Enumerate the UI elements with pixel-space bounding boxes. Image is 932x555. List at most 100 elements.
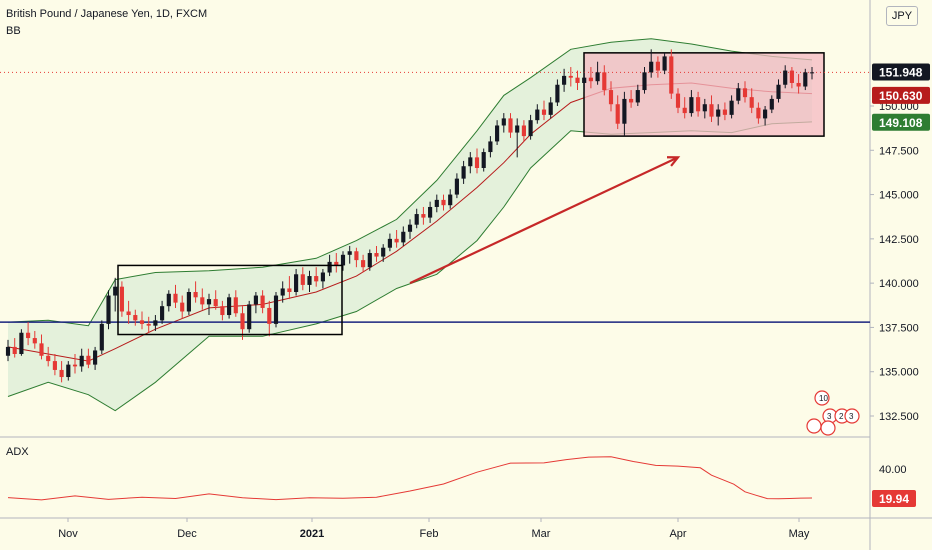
candle-body [86,355,91,365]
time-tick-label: Mar [532,528,551,540]
price-tick-label: 150.000 [879,101,919,113]
candle-body [789,70,794,83]
candle-body [307,276,312,285]
price-label-box [872,113,930,131]
candle-body [5,346,11,356]
candle-body [582,77,587,83]
candle-body [160,306,165,321]
candle-body [468,157,473,167]
candle-body [649,61,654,73]
candle-body [26,332,31,339]
candle-body [133,315,138,321]
candle-body [407,224,413,232]
candle-body [454,178,459,195]
candle-body [441,199,446,206]
candle-body [689,97,694,114]
candle-body [783,70,788,85]
candle-body [320,272,325,282]
candle-body [287,288,292,292]
candle-body [622,98,627,124]
candle-body [608,90,614,105]
candle-body [374,253,379,257]
candle-body [273,295,279,324]
candle-body [66,364,71,378]
candle-body [294,274,299,292]
candle-body [39,343,44,356]
candle-body [300,274,305,285]
candle-body [146,323,151,326]
candle-body [575,77,580,83]
candle-body [696,97,701,112]
candle-body [702,104,707,112]
candle-body [562,75,567,85]
candle-body [588,77,593,82]
candle-body [421,214,426,218]
candle-body [555,84,560,103]
candle-body [166,293,171,307]
resistance-box [583,52,825,137]
trend-arrow [409,156,679,285]
candle-body [635,90,640,103]
price-label: 151.948 [879,65,923,79]
candle-body [521,125,526,137]
candle-body [213,299,218,307]
price-label: 149.108 [879,116,923,130]
candle-body [401,231,406,243]
consolidation-box [117,264,343,336]
candle-body [347,251,352,255]
candle-body [361,260,366,268]
trend-arrow-head [666,156,681,167]
adx-value-label: 19.94 [879,492,909,506]
currency-button[interactable]: JPY [886,6,918,26]
candle-body [233,297,238,314]
price-tick-label: 132.500 [879,411,919,423]
candle-body [763,109,768,119]
candle-body [481,152,486,168]
price-tick-label: 137.500 [879,322,919,334]
candle-body [662,56,667,71]
candle-body [227,297,232,316]
candle-body [247,304,252,330]
candle-body [682,107,687,114]
price-tick-label: 140.000 [879,278,919,290]
candle-body [461,166,466,179]
candle-body [334,261,339,266]
candle-body [314,276,319,282]
candle-body [381,247,386,257]
price-label-box [872,63,930,81]
candle-body [515,125,520,133]
candle-body [495,125,500,142]
bb-upper-line [7,38,813,327]
adx-line [7,456,813,501]
candle-body [72,364,78,367]
candle-body [615,104,620,124]
candle-body [434,199,439,207]
candle-body [253,295,258,305]
candle-body [655,61,660,71]
candle-body [354,251,359,261]
event-count-label: 3 [849,412,854,421]
time-tick-label: 2021 [300,528,324,540]
candle-body [541,109,547,115]
candle-body [367,253,372,268]
candle-body [776,84,781,99]
indicator-label: BB [6,25,21,37]
symbol-title: British Pound / Japanese Yen, 1D, FXCM [6,8,208,20]
candle-body [729,100,734,115]
candle-body [260,295,265,308]
adx-label: ADX [6,446,29,458]
event-count-label: 2 [839,412,844,421]
candle-body [501,118,506,126]
candle-body [193,292,198,298]
candle-body [809,72,815,74]
candle-body [675,93,681,108]
candle-body [126,311,131,316]
time-tick-label: May [789,528,810,540]
candle-body [186,292,191,312]
candle-body [327,261,332,273]
candle-body [387,238,392,248]
candle-body [803,72,808,87]
candle-body [602,72,607,91]
